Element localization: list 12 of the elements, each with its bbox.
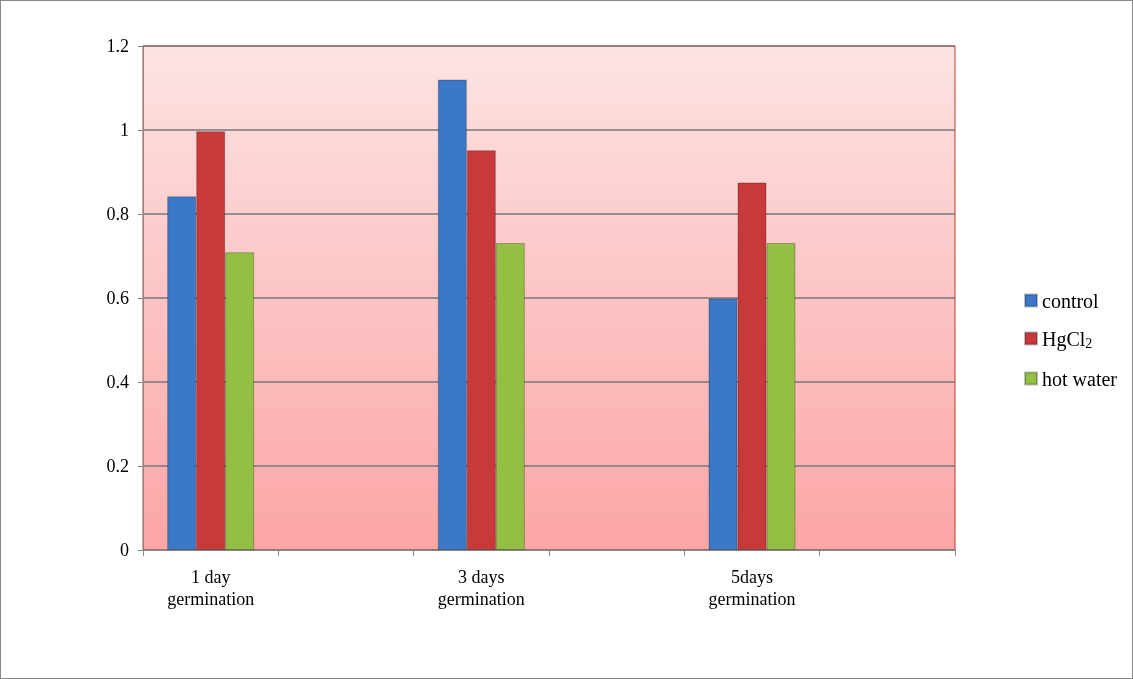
y-tick-label: 0.4: [106, 372, 129, 392]
x-tick-label: 3 days germination: [437, 567, 525, 609]
legend-label: control: [1042, 289, 1100, 312]
y-tick-label: 0.8: [106, 204, 129, 224]
legend-label: hot water: [1042, 367, 1118, 390]
y-tick-label: 0: [120, 540, 129, 560]
y-tick-label: 1.2: [106, 36, 129, 56]
y-tick-label: 0.2: [106, 456, 129, 476]
y-tick-label: 0.6: [106, 288, 129, 308]
x-tick-label: 1 day germination: [167, 567, 255, 609]
y-tick-label: 1: [120, 120, 129, 140]
x-tick-label: 5days germination: [708, 567, 796, 609]
